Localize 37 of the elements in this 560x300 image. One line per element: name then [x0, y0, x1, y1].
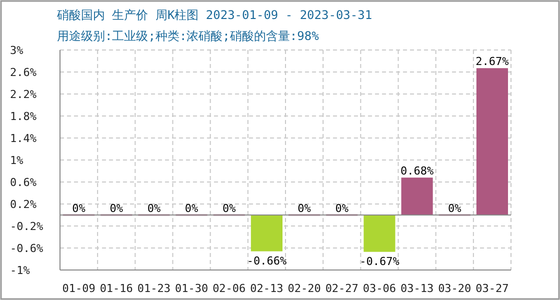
- data-label: 2.67%: [476, 55, 510, 68]
- y-tick-label: 2.6%: [10, 66, 37, 79]
- data-label: 0%: [110, 202, 124, 215]
- data-label: 0%: [222, 202, 236, 215]
- x-tick-label: 01-23: [137, 282, 171, 295]
- y-tick-label: 0.2%: [10, 198, 37, 211]
- y-tick-label: 1.8%: [10, 110, 37, 123]
- y-tick-label: 1%: [10, 154, 24, 167]
- y-tick-label: 3%: [10, 44, 24, 57]
- y-tick-label: 2.2%: [10, 88, 37, 101]
- x-tick-label: 03-20: [438, 282, 472, 295]
- x-tick-label: 03-27: [476, 282, 509, 295]
- chart-subtitle: 用途级别:工业级;种类:浓硝酸;硝酸的含量:98%: [57, 29, 320, 43]
- x-tick-label: 02-13: [250, 282, 284, 295]
- data-label: 0%: [147, 202, 161, 215]
- x-tick-label: 01-09: [62, 282, 96, 295]
- x-tick-label: 02-20: [288, 282, 321, 295]
- x-tick-label: 03-13: [400, 282, 434, 295]
- x-tick-label: 01-16: [100, 282, 133, 295]
- y-tick-label: -0.6%: [10, 242, 44, 255]
- x-tick-label: 01-30: [174, 282, 208, 295]
- data-label: -0.67%: [360, 254, 400, 268]
- chart-title: 硝酸国内 生产价 周K柱图 2023-01-09 - 2023-03-31: [56, 8, 372, 22]
- x-tick-label: 02-06: [212, 282, 246, 295]
- x-tick-label: 02-27: [325, 282, 358, 295]
- y-tick-label: 1.4%: [10, 132, 37, 145]
- data-label: 0%: [184, 202, 199, 215]
- y-tick-label: -1%: [10, 264, 30, 277]
- y-tick-label: 0.6%: [10, 176, 37, 189]
- data-label: 0.68%: [400, 164, 434, 178]
- data-label: 0%: [298, 202, 312, 215]
- data-label: 0%: [72, 202, 86, 215]
- data-label: 0%: [335, 202, 349, 215]
- data-label: -0.66%: [246, 254, 287, 268]
- data-label: 0%: [448, 202, 462, 215]
- y-tick-label: -0.2%: [10, 220, 44, 233]
- x-tick-label: 03-06: [362, 282, 396, 295]
